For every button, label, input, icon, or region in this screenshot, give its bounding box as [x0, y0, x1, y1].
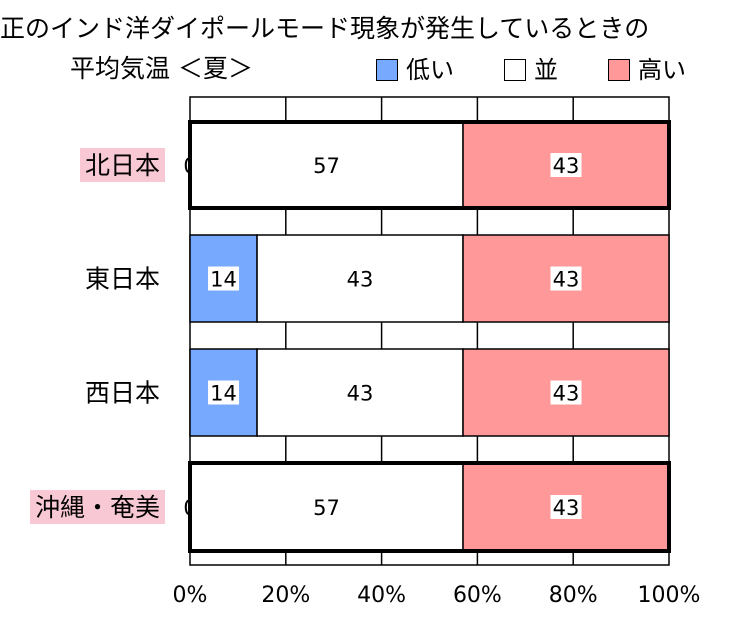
x-tick-label: 80% [549, 583, 598, 608]
legend-swatch-low [376, 59, 398, 81]
data-label-bg-north-japan-high [550, 153, 582, 177]
category-label-bg-okinawa-amami [30, 490, 165, 524]
x-tick-label: 0% [173, 583, 208, 608]
data-label-bg-west-japan-low [208, 380, 240, 405]
x-tick-label: 20% [261, 583, 310, 608]
plot-frame [189, 96, 670, 566]
legend-label-normal: 並 [534, 56, 558, 84]
legend: 低い 並 高い [376, 56, 686, 84]
legend-swatch-high [608, 59, 630, 81]
data-label-bg-east-japan-low [208, 266, 240, 291]
x-tick-label: 40% [357, 583, 406, 608]
chart-title-line2: 平均気温 ＜夏＞ [70, 54, 253, 83]
chart-title-line1: 正のインド洋ダイポールモード現象が発生しているときの [0, 14, 650, 43]
data-label-bg-east-japan-high [550, 266, 582, 291]
data-label-bg-west-japan-high [550, 380, 582, 405]
category-label-east-japan: 東日本 [85, 265, 160, 294]
x-tick-label: 60% [453, 583, 502, 608]
legend-label-low: 低い [406, 56, 454, 84]
category-label-bg-north-japan [80, 148, 165, 182]
category-label-okinawa-amami: 沖縄・奄美 [35, 493, 160, 522]
bar-west-japan-normal [256, 348, 464, 437]
data-label-west-japan-low: 14 [210, 382, 237, 406]
category-label-north-japan: 北日本 [85, 151, 160, 180]
data-label-north-japan-high: 43 [553, 154, 580, 178]
data-label-bg-okinawa-amami-high [550, 495, 582, 519]
legend-item-low: 低い [376, 56, 454, 84]
x-tick-label: 100% [638, 583, 701, 608]
data-label-okinawa-amami-high: 43 [553, 496, 580, 520]
legend-item-normal: 並 [504, 56, 558, 84]
bar-east-japan-normal [256, 234, 464, 323]
bar-highlight-frame-north-japan [188, 120, 671, 210]
data-label-north-japan-normal: 57 [313, 154, 340, 178]
bar-okinawa-amami-normal [189, 462, 464, 552]
bar-north-japan-normal [189, 121, 464, 209]
category-label-west-japan: 西日本 [85, 379, 160, 408]
legend-swatch-normal [504, 59, 526, 81]
data-label-west-japan-high: 43 [553, 382, 580, 406]
legend-label-high: 高い [638, 56, 686, 84]
data-label-east-japan-normal: 43 [347, 268, 374, 292]
bar-highlight-frame-okinawa-amami [188, 461, 671, 553]
data-label-east-japan-low: 14 [210, 268, 237, 292]
data-label-east-japan-high: 43 [553, 268, 580, 292]
data-label-okinawa-amami-normal: 57 [313, 496, 340, 520]
legend-item-high: 高い [608, 56, 686, 84]
data-label-west-japan-normal: 43 [347, 382, 374, 406]
